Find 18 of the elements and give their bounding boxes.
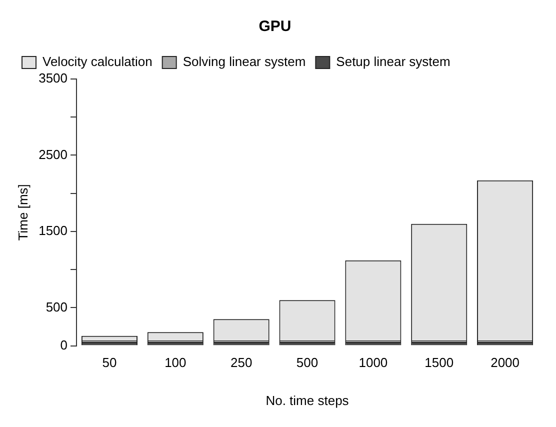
y-axis-title: Time [ms] — [15, 184, 30, 241]
y-tick-label: 0 — [60, 337, 68, 352]
y-tick-label: 3500 — [38, 70, 68, 86]
y-tick-label: 500 — [46, 299, 68, 314]
x-tick-label: 500 — [296, 355, 318, 370]
x-tick-label: 1000 — [358, 355, 388, 370]
legend-label: Setup linear system — [336, 54, 450, 70]
x-tick-label: 50 — [102, 355, 117, 370]
y-tick-label: 2500 — [38, 146, 68, 162]
x-tick-label: 100 — [164, 355, 186, 370]
chart-title: GPU — [258, 18, 292, 36]
x-tick-label: 1500 — [424, 355, 454, 370]
x-tick-label: 250 — [230, 355, 252, 370]
legend-label: Solving linear system — [182, 54, 306, 70]
x-axis-title: No. time steps — [266, 392, 350, 408]
legend-label: Velocity calculation — [42, 54, 152, 70]
x-tick-label: 2000 — [490, 355, 520, 370]
y-tick-label: 1500 — [38, 223, 68, 238]
